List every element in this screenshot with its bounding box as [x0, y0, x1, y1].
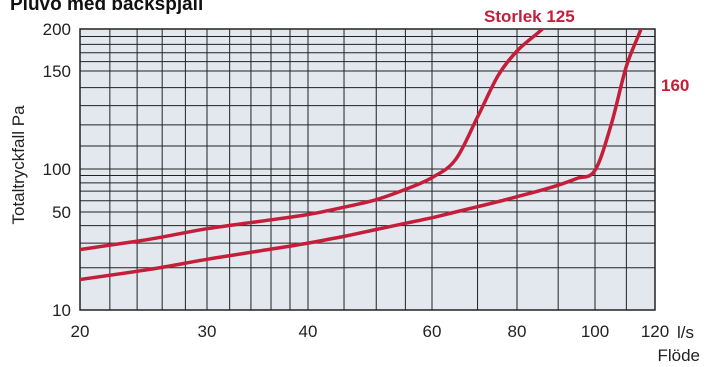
x-tick-label: 60 — [423, 322, 442, 341]
y-tick-label: 200 — [43, 20, 71, 39]
axis-labels: 20 30 40 60 80 100 120 10 50 100 150 200 — [43, 20, 670, 341]
x-tick-label: 20 — [71, 322, 90, 341]
series-layer — [80, 29, 643, 282]
chart-title: Pluvo med backspjäll — [10, 0, 203, 15]
y-tick-label: 50 — [52, 203, 71, 222]
y-tick-label: 10 — [52, 301, 71, 320]
x-tick-label: 120 — [641, 322, 669, 341]
x-axis-unit: l/s — [677, 323, 694, 342]
x-tick-label: 100 — [581, 322, 609, 341]
x-tick-label: 40 — [299, 322, 318, 341]
series-line-0 — [80, 29, 545, 252]
y-tick-label: 150 — [43, 62, 71, 81]
series-label-storlek-125: Storlek 125 — [484, 7, 575, 26]
series-line-1 — [80, 29, 643, 282]
x-tick-label: 30 — [198, 322, 217, 341]
series-label-160: 160 — [661, 76, 689, 95]
x-tick-label: 80 — [508, 322, 527, 341]
x-axis-title: Flöde — [657, 346, 700, 365]
y-axis-title: Totaltryckfall Pa — [9, 105, 28, 225]
y-tick-label: 100 — [43, 160, 71, 179]
